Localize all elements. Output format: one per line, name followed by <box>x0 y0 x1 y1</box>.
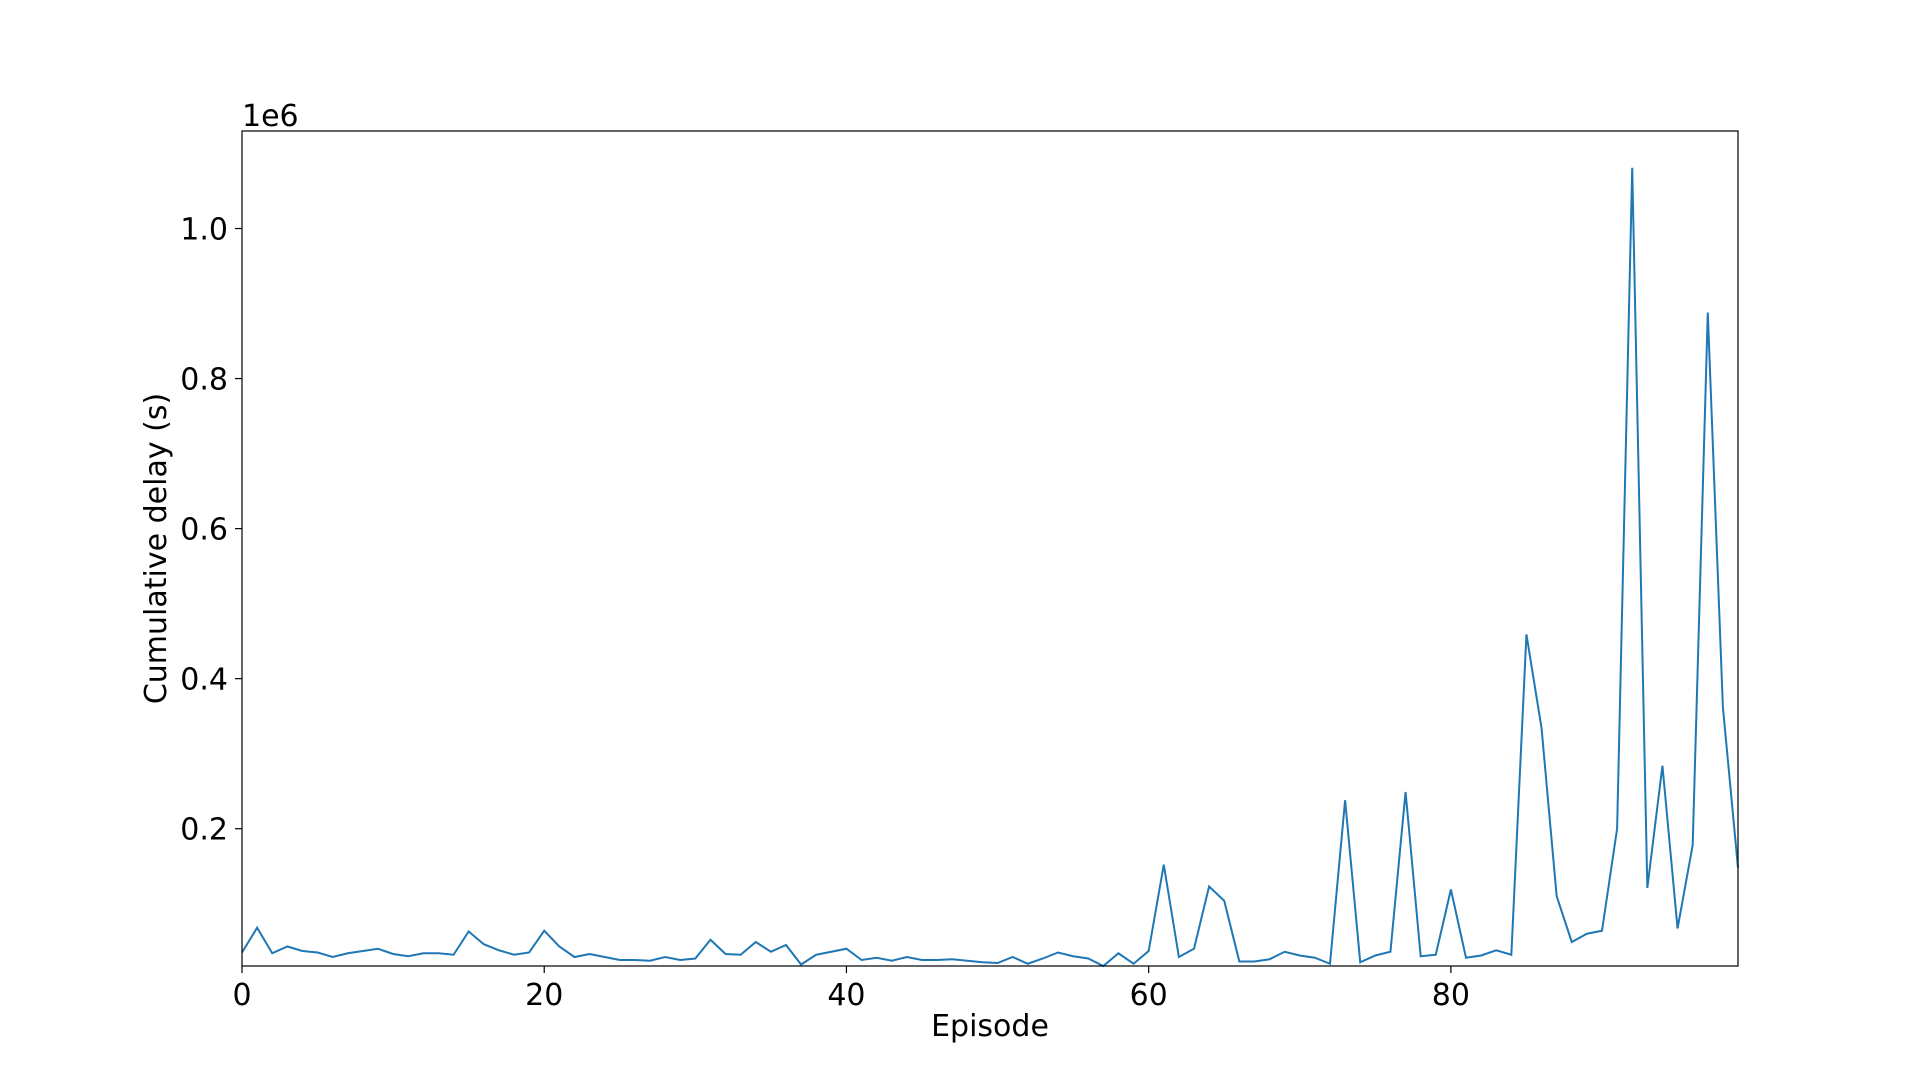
y-axis-ticks: 0.2 0.4 0.6 0.8 1.0 <box>180 213 242 848</box>
series-line <box>241 167 1739 968</box>
axes-frame <box>241 130 1739 967</box>
y-tick-label: 1.0 <box>180 213 228 248</box>
x-tick-label: 0 <box>232 978 251 1013</box>
x-tick-label: 80 <box>1432 978 1470 1013</box>
y-tick-label: 0.4 <box>180 663 228 698</box>
x-axis-label: Episode <box>931 1009 1049 1044</box>
y-tick-label: 0.8 <box>180 363 228 398</box>
y-tick-label: 0.6 <box>180 513 228 548</box>
y-tick-label: 0.2 <box>180 813 228 848</box>
x-axis-ticks: 0 20 40 60 80 <box>232 966 1470 1013</box>
y-axis-label: Cumulative delay (s) <box>139 393 174 704</box>
x-tick-label: 40 <box>827 978 865 1013</box>
y-axis-offset-label: 1e6 <box>242 99 299 134</box>
x-tick-label: 60 <box>1130 978 1168 1013</box>
x-tick-label: 20 <box>525 978 563 1013</box>
